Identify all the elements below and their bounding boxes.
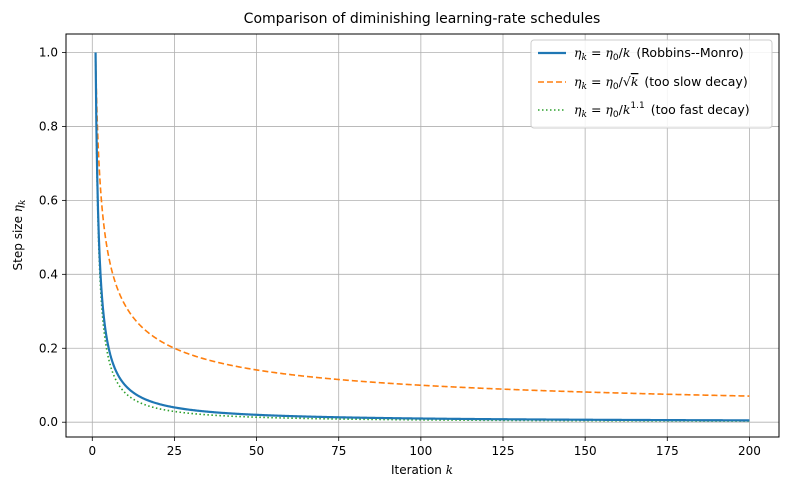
y-axis-ticks: 0.0 0.2 0.4 0.6 0.8 1.0: [39, 45, 66, 429]
legend-entry-robbins: ηk = η0/k (Robbins--Monro): [574, 45, 744, 63]
x-tick-label: 50: [249, 444, 264, 458]
y-tick-label: 0.4: [39, 267, 58, 281]
y-tick-label: 1.0: [39, 45, 58, 59]
x-tick-label: 0: [88, 444, 96, 458]
legend-note-fast: (too fast decay): [651, 102, 750, 117]
x-tick-label: 175: [656, 444, 679, 458]
series-lines: [94, 52, 750, 422]
x-tick-label: 100: [409, 444, 432, 458]
x-tick-label: 200: [738, 444, 761, 458]
legend-box: [530, 39, 773, 129]
series-line-sqrt: [94, 52, 750, 397]
y-tick-label: 0.8: [39, 119, 58, 133]
legend-note-robbins: (Robbins--Monro): [636, 45, 743, 60]
legend: ηk = η0/k (Robbins--Monro) ηk = η0/√k (too…: [530, 39, 773, 129]
chart-title: Comparison of diminishing learning-rate …: [244, 11, 601, 27]
legend-entry-fast: ηk = η0/k1.1 (too fast decay): [574, 101, 750, 120]
legend-note-sqrt: (too slow decay): [644, 74, 747, 89]
plot-frame: [65, 33, 780, 438]
x-tick-label: 25: [167, 444, 182, 458]
x-axis-ticks: 0 25 50 75 100 125 150 175 200: [88, 437, 761, 458]
series-line-robbins: [94, 52, 750, 422]
x-tick-label: 150: [574, 444, 597, 458]
x-tick-label: 75: [331, 444, 346, 458]
y-axis-title: Step size ηk: [11, 200, 28, 271]
y-tick-label: 0.6: [39, 193, 58, 207]
y-tick-label: 0.2: [39, 341, 58, 355]
legend-entry-sqrt: ηk = η0/√k (too slow decay): [574, 74, 748, 92]
x-tick-label: 125: [492, 444, 515, 458]
y-tick-label: 0.0: [39, 415, 58, 429]
x-axis-title: Iteration k: [391, 463, 453, 477]
